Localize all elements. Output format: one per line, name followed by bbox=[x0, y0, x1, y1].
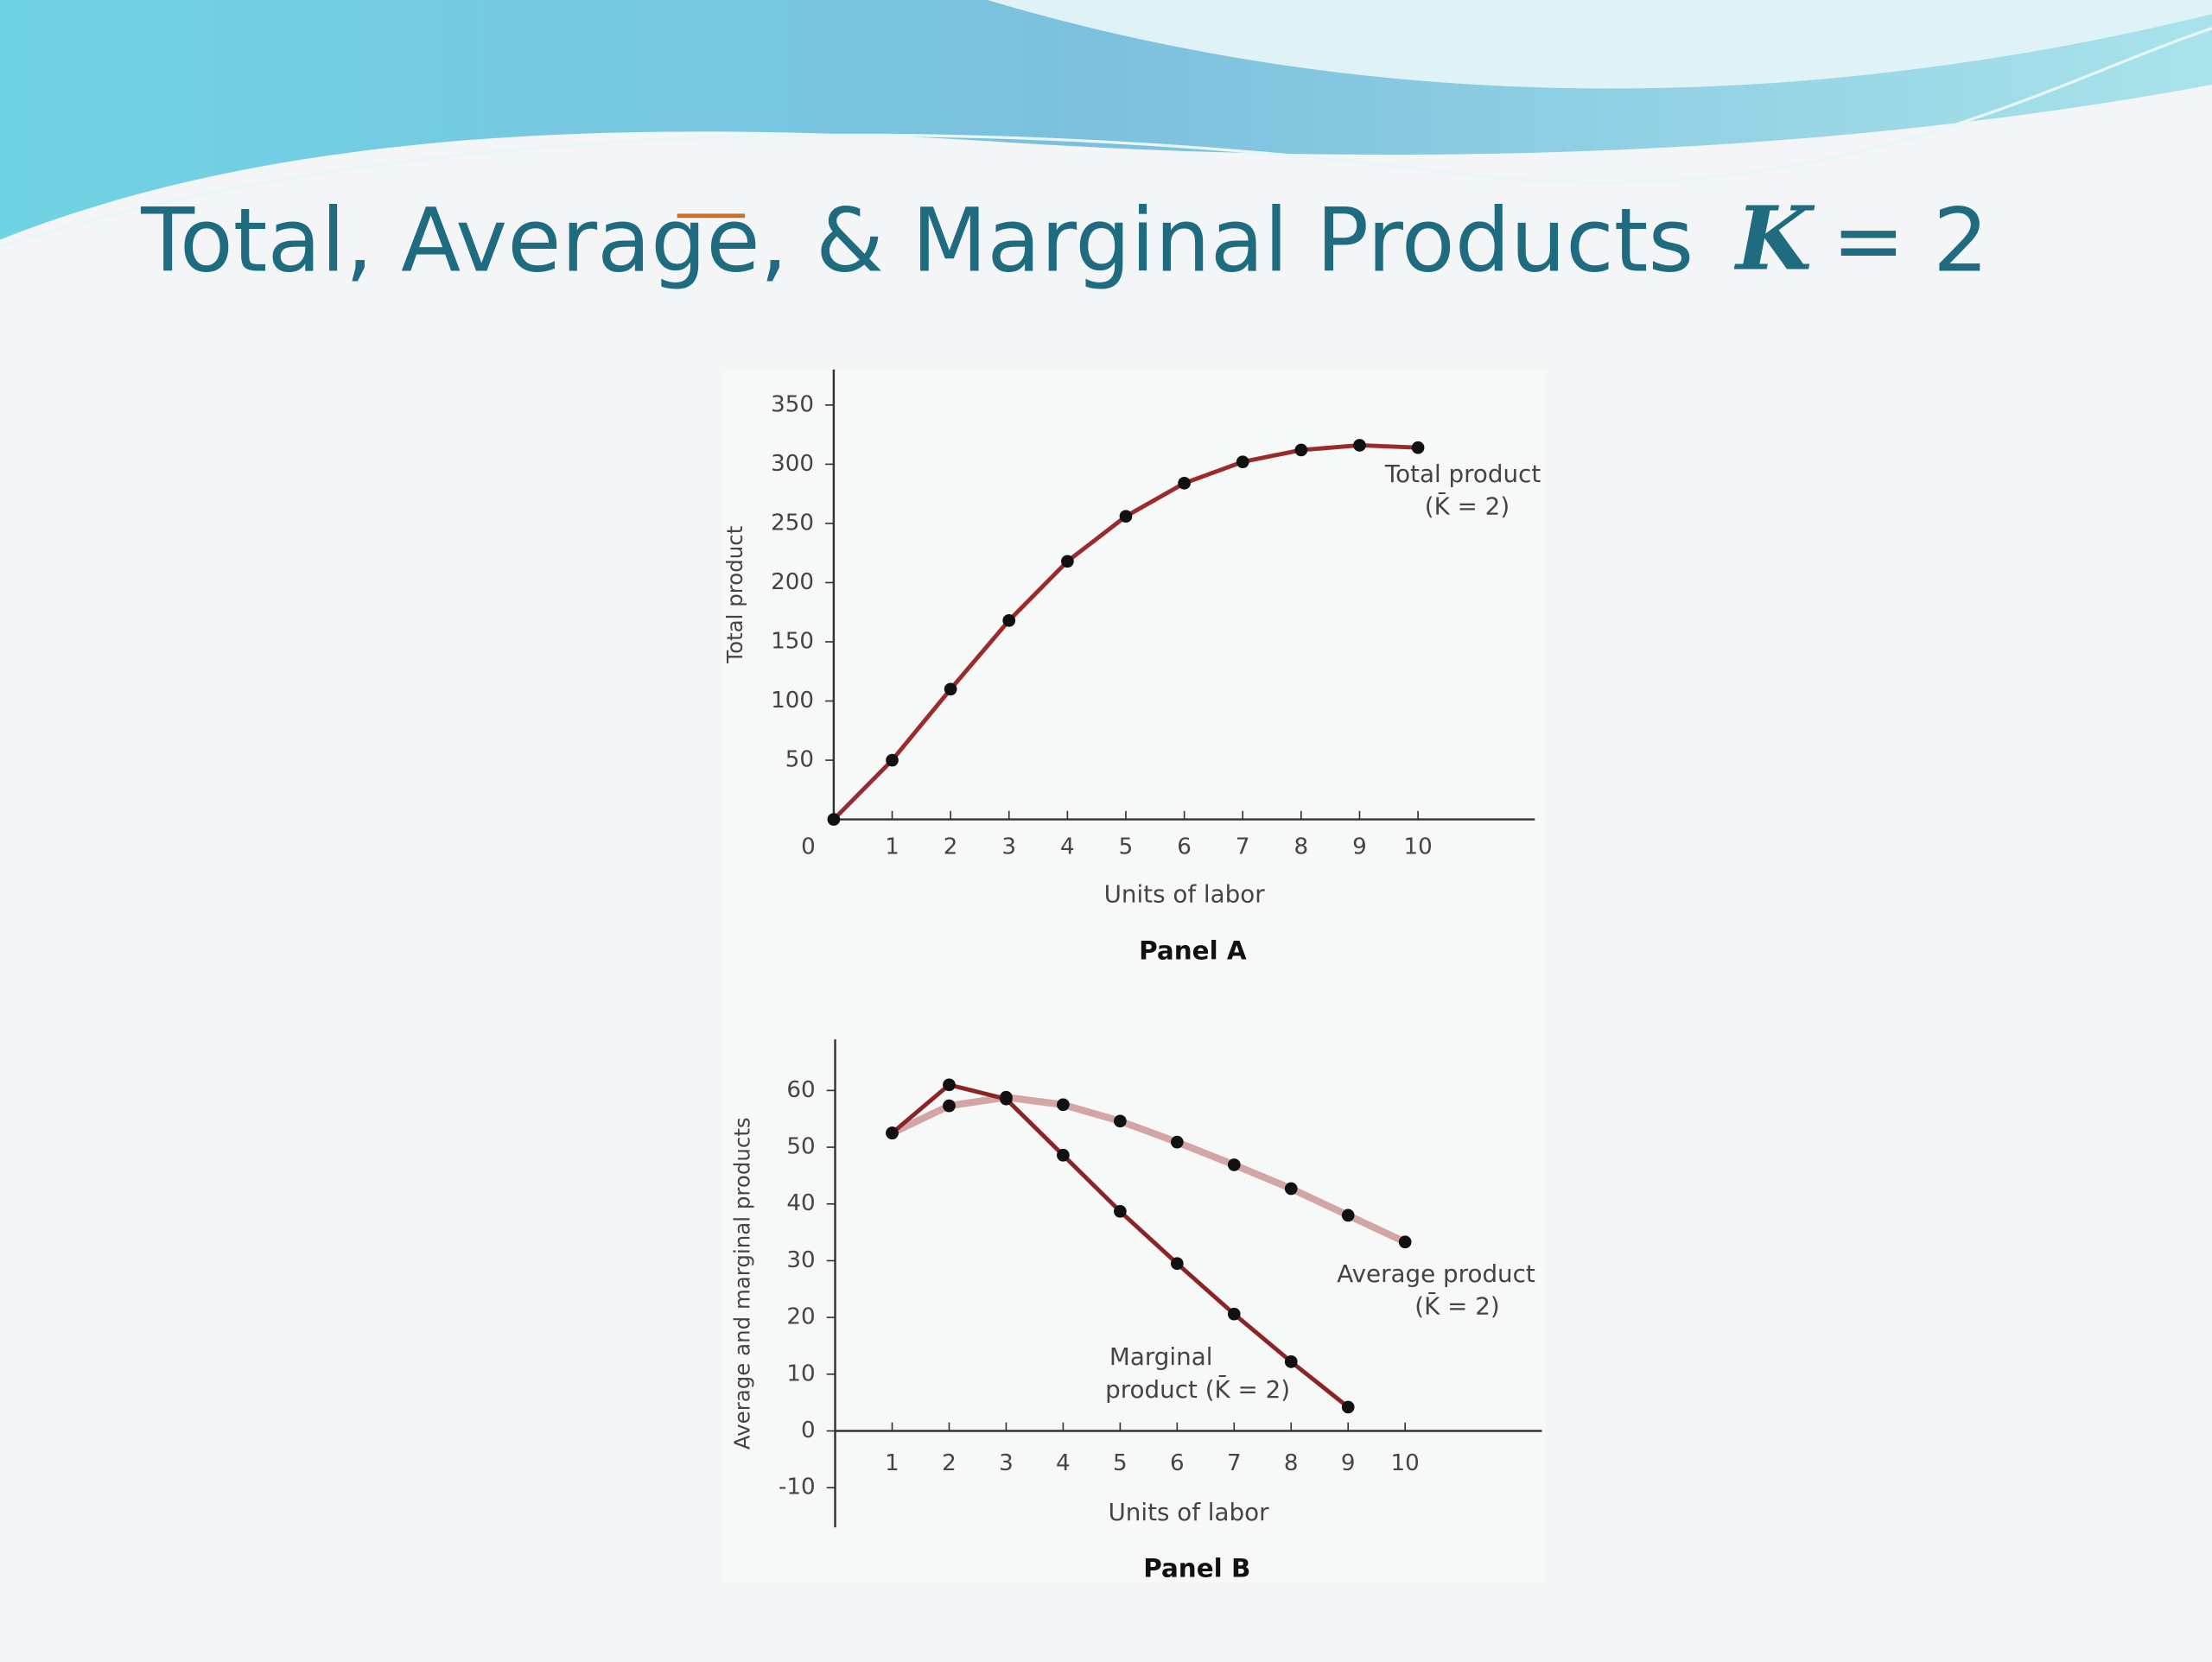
y-tick-label: 30 bbox=[786, 1247, 815, 1273]
y-tick-label: 350 bbox=[771, 391, 814, 417]
data-point bbox=[1000, 1092, 1013, 1106]
y-tick-label: -10 bbox=[779, 1475, 816, 1500]
data-point bbox=[943, 1099, 956, 1113]
x-tick-label: 6 bbox=[1170, 1450, 1185, 1476]
y-tick-label: 150 bbox=[771, 628, 814, 654]
y-tick-label: 50 bbox=[785, 747, 814, 773]
header-line bbox=[0, 27, 2212, 249]
x-tick-label: 5 bbox=[1119, 834, 1134, 860]
y-axis-label: Total product bbox=[722, 525, 747, 663]
y-tick-label: 250 bbox=[771, 510, 814, 536]
data-point bbox=[943, 1078, 956, 1092]
data-point bbox=[886, 1126, 899, 1139]
x-axis-label: Units of labor bbox=[1104, 880, 1266, 909]
annotation: (K̄ = 2) bbox=[1414, 1291, 1499, 1320]
data-point bbox=[1341, 1208, 1355, 1222]
data-point bbox=[1353, 439, 1366, 452]
data-point bbox=[1114, 1204, 1127, 1218]
panel-label: Panel A bbox=[1139, 936, 1247, 966]
title-text: Total, Average, & Marginal Products bbox=[140, 190, 1694, 292]
data-point bbox=[1061, 555, 1074, 568]
y-tick-label: 300 bbox=[771, 451, 814, 477]
x-tick-label: 8 bbox=[1284, 1450, 1299, 1476]
data-point bbox=[1057, 1148, 1070, 1162]
y-tick-label: 60 bbox=[786, 1077, 815, 1103]
annotation: product (K̄ = 2) bbox=[1105, 1374, 1290, 1404]
x-tick-label: 1 bbox=[885, 834, 899, 860]
x-tick-label: 3 bbox=[1001, 834, 1016, 860]
data-point bbox=[1119, 510, 1133, 523]
x-tick-label: 7 bbox=[1227, 1450, 1242, 1476]
title-suffix: = 2 bbox=[1832, 190, 1988, 292]
y-tick-label: 50 bbox=[786, 1134, 815, 1160]
annotation: Marginal bbox=[1109, 1342, 1213, 1371]
panel-label: Panel B bbox=[1143, 1554, 1250, 1583]
annotation: (K̄ = 2) bbox=[1425, 492, 1510, 521]
data-point bbox=[1178, 476, 1191, 490]
data-point bbox=[1341, 1400, 1355, 1414]
data-point bbox=[1170, 1257, 1184, 1271]
data-point bbox=[1170, 1135, 1184, 1149]
x-tick-label: 8 bbox=[1294, 834, 1309, 860]
data-point bbox=[1284, 1182, 1298, 1196]
x-tick-label: 6 bbox=[1177, 834, 1192, 860]
y-tick-label: 0 bbox=[801, 1418, 816, 1443]
data-point bbox=[1114, 1114, 1127, 1128]
annotation: Total product bbox=[1384, 460, 1541, 488]
x-tick-label: 5 bbox=[1113, 1450, 1128, 1476]
y-axis-label: Average and marginal products bbox=[729, 1117, 754, 1449]
x-tick-label: 4 bbox=[1060, 834, 1075, 860]
x-tick-label: 9 bbox=[1341, 1450, 1356, 1476]
data-point bbox=[1002, 613, 1016, 627]
y-tick-label: 40 bbox=[786, 1190, 815, 1216]
annotation: Average product bbox=[1337, 1259, 1535, 1288]
y-tick-label: 100 bbox=[771, 688, 814, 714]
data-point bbox=[1236, 455, 1249, 469]
x-tick-label: 1 bbox=[885, 1450, 899, 1476]
x-tick-label: 2 bbox=[944, 834, 958, 860]
series-line bbox=[890, 1094, 1407, 1246]
x-tick-label: 10 bbox=[1391, 1450, 1420, 1476]
x-tick-label: 2 bbox=[942, 1450, 957, 1476]
x-tick-label: 10 bbox=[1403, 834, 1432, 860]
slide-title: Total, Average, & Marginal Products K = 2 bbox=[140, 187, 1988, 291]
data-point bbox=[827, 813, 841, 826]
x-tick-label: 0 bbox=[801, 834, 816, 860]
figure-area bbox=[721, 369, 1547, 1583]
y-tick-label: 10 bbox=[786, 1361, 815, 1386]
y-tick-label: 200 bbox=[771, 569, 814, 595]
data-point bbox=[944, 682, 957, 696]
data-point bbox=[1057, 1098, 1070, 1112]
data-point bbox=[1227, 1158, 1241, 1171]
x-tick-label: 3 bbox=[999, 1450, 1014, 1476]
data-point bbox=[1227, 1307, 1241, 1321]
x-tick-label: 9 bbox=[1352, 834, 1367, 860]
title-symbol: K bbox=[1733, 187, 1815, 290]
x-tick-label: 7 bbox=[1236, 834, 1250, 860]
y-tick-label: 20 bbox=[786, 1304, 815, 1330]
data-point bbox=[1398, 1235, 1412, 1249]
data-point bbox=[1294, 443, 1308, 457]
data-point bbox=[1284, 1355, 1298, 1368]
x-axis-label: Units of labor bbox=[1108, 1498, 1269, 1526]
x-tick-label: 4 bbox=[1056, 1450, 1071, 1476]
data-point bbox=[886, 753, 899, 767]
header-wave-light bbox=[987, 0, 2212, 89]
data-point bbox=[1411, 441, 1425, 454]
